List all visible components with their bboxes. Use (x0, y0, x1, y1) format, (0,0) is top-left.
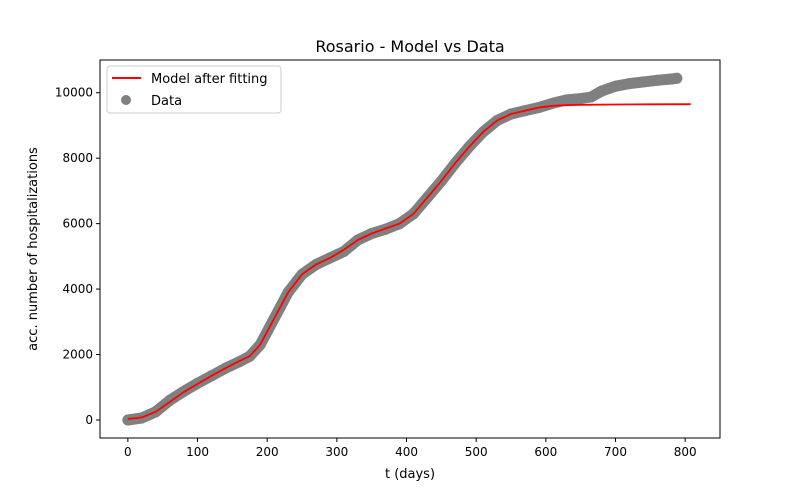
legend-label-model: Model after fitting (151, 72, 268, 87)
data-point (575, 93, 587, 105)
legend-label-data: Data (151, 94, 182, 109)
legend: Model after fitting Data (106, 65, 282, 114)
y-tick-label: 2000 (62, 348, 93, 362)
y-tick-label: 8000 (62, 151, 93, 165)
x-tick-label: 600 (534, 445, 557, 459)
data-point (122, 414, 134, 426)
data-point (596, 85, 608, 97)
data-point (585, 91, 597, 103)
data-point (623, 78, 635, 90)
x-tick-label: 800 (674, 445, 697, 459)
data-point (651, 74, 663, 86)
x-axis-label: t (days) (385, 467, 435, 482)
x-tick-label: 500 (465, 445, 488, 459)
y-tick-label: 6000 (62, 217, 93, 231)
chart-title: Rosario - Model vs Data (315, 37, 504, 56)
x-tick-label: 700 (604, 445, 627, 459)
legend-box (106, 65, 282, 114)
x-tick-label: 300 (325, 445, 348, 459)
x-tick-label: 0 (124, 445, 132, 459)
plot-content (122, 72, 691, 426)
model-series-line (127, 103, 691, 420)
data-point (637, 76, 649, 88)
data-point (561, 94, 573, 106)
data-point (671, 72, 683, 84)
x-tick-label: 400 (395, 445, 418, 459)
plot-frame (99, 59, 721, 439)
x-tick-label: 200 (256, 445, 279, 459)
legend-marker-swatch (121, 95, 131, 105)
y-tick-label: 10000 (55, 86, 93, 100)
y-tick-label: 4000 (62, 282, 93, 296)
x-tick-label: 100 (186, 445, 209, 459)
data-point (610, 80, 621, 92)
y-axis-label: acc. number of hospitalizations (26, 147, 41, 351)
x-axis: 0 100 200 300 400 500 600 700 800 (124, 438, 697, 459)
y-tick-label: 0 (85, 413, 93, 427)
y-axis: 0 2000 4000 6000 8000 10000 (55, 86, 100, 427)
